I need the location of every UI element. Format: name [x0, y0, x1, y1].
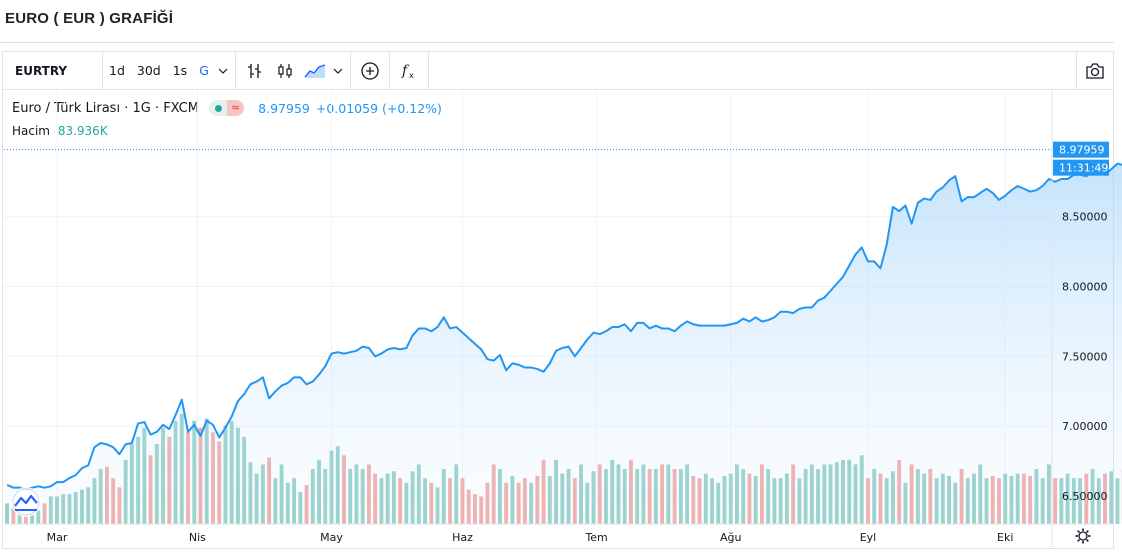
svg-text:x: x	[409, 71, 414, 80]
symbol-search[interactable]: EURTRY	[3, 52, 103, 89]
countdown-badge	[1053, 159, 1109, 176]
camera-icon[interactable]	[1076, 52, 1113, 89]
price-line	[6, 162, 1122, 491]
series-legend: Euro / Türk Lirası · 1G · FXCM ≈ 8.97959…	[12, 100, 442, 116]
last-price: 8.97959	[258, 100, 310, 116]
area-chart-icon[interactable]	[300, 52, 330, 89]
last-price-badge	[1053, 141, 1109, 158]
svg-text:f: f	[401, 63, 410, 79]
toolbar-divider	[388, 52, 390, 89]
x-tick-label: Ağu	[720, 531, 741, 544]
bar-chart-icon[interactable]	[240, 52, 270, 89]
price-area	[7, 163, 1122, 524]
y-tick-label: 6.50000	[1062, 490, 1108, 503]
interval-30d[interactable]: 30d	[136, 63, 161, 78]
volume-value: 83.936K	[57, 124, 108, 138]
status-dot-icon	[214, 104, 222, 112]
y-tick-label: 8.00000	[1062, 281, 1108, 294]
x-tick-label: May	[320, 531, 343, 544]
countdown-label: 11:31:49	[1059, 162, 1108, 175]
volume-label: Hacim	[12, 124, 50, 138]
candlestick-icon[interactable]	[270, 52, 300, 89]
y-tick-label: 7.50000	[1062, 350, 1108, 363]
approx-icon: ≈	[226, 100, 245, 116]
y-tick-label: 7.00000	[1062, 420, 1108, 433]
interval-g[interactable]: G	[199, 63, 209, 78]
x-tick-label: Eyl	[860, 531, 877, 544]
x-tick-label: Haz	[452, 531, 473, 544]
price-change: +0.01059 (+0.12%)	[315, 100, 442, 116]
chevron-down-icon[interactable]	[215, 52, 231, 89]
add-indicator-icon[interactable]	[355, 52, 385, 89]
volume-legend: Hacim 83.936K	[12, 124, 108, 138]
last-price-label: 8.97959	[1059, 144, 1105, 157]
toolbar-divider	[427, 52, 429, 89]
tradingview-logo-icon[interactable]	[11, 487, 41, 517]
x-tick-label: Eki	[997, 531, 1013, 544]
interval-1d[interactable]: 1d	[109, 63, 125, 78]
interval-1s[interactable]: 1s	[172, 63, 188, 78]
toolbar-divider	[349, 52, 351, 89]
toolbar-divider	[234, 52, 236, 89]
volume-bar	[5, 503, 10, 524]
page-title: EURO ( EUR ) GRAFİĞİ	[5, 10, 174, 27]
y-tick-label: 8.50000	[1062, 211, 1108, 224]
x-tick-label: Mar	[47, 531, 68, 544]
x-tick-label: Nis	[189, 531, 206, 544]
x-tick-label: Tem	[584, 531, 607, 544]
series-name: Euro / Türk Lirası · 1G · FXCM	[12, 100, 199, 116]
title-divider	[0, 42, 1114, 43]
chevron-down-icon[interactable]	[330, 52, 346, 89]
market-status-badge[interactable]: ≈	[208, 100, 245, 116]
settings-gear-icon[interactable]	[1075, 528, 1091, 544]
